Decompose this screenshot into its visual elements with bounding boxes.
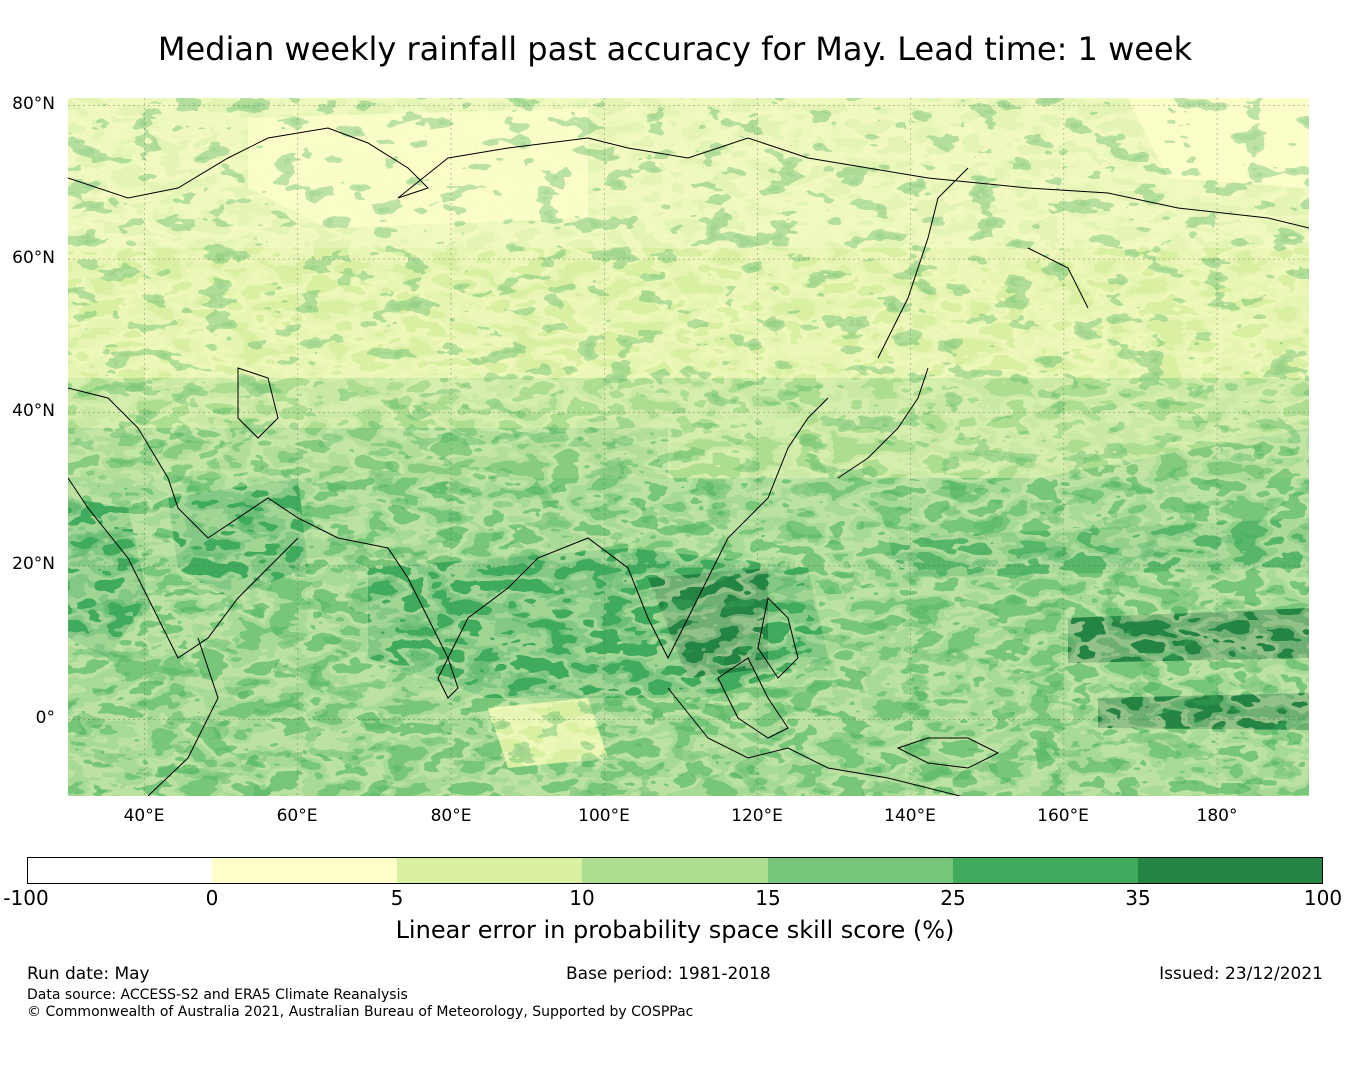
colorbar-segment	[1138, 857, 1323, 884]
colorbar-tick: 15	[755, 886, 781, 910]
run-date: Run date: May	[27, 964, 150, 984]
lon-tick-label: 120°E	[731, 806, 783, 826]
colorbar-tick: -100	[3, 886, 49, 910]
map-canvas	[68, 98, 1309, 796]
colorbar-segment	[953, 857, 1138, 884]
colorbar-tick: 35	[1125, 886, 1151, 910]
lon-tick-label: 100°E	[578, 806, 630, 826]
lat-tick-label: 40°N	[12, 401, 55, 421]
base-period: Base period: 1981-2018	[566, 964, 771, 984]
skill-score-map	[68, 98, 1309, 796]
colorbar-tick: 100	[1303, 886, 1343, 910]
map-title: Median weekly rainfall past accuracy for…	[157, 30, 1193, 68]
colorbar-tick: 25	[940, 886, 966, 910]
texture-dark	[68, 98, 1309, 796]
lon-tick-label: 160°E	[1037, 806, 1089, 826]
lon-tick-label: 180°	[1196, 806, 1238, 826]
colorbar-tick: 10	[569, 886, 595, 910]
lon-tick-label: 80°E	[430, 806, 472, 826]
lon-tick-label: 60°E	[276, 806, 318, 826]
lat-tick-label: 80°N	[12, 94, 55, 114]
lat-tick-label: 20°N	[12, 554, 55, 574]
lat-tick-label: 60°N	[12, 248, 55, 268]
colorbar-segment	[768, 857, 953, 884]
colorbar-tick: 0	[205, 886, 219, 910]
colorbar-label: Linear error in probability space skill …	[395, 916, 955, 944]
lat-tick-label: 0°	[35, 708, 55, 728]
coastlines	[68, 127, 1309, 796]
colorbar-segment	[212, 857, 397, 884]
gridlines	[68, 98, 1309, 796]
copyright: © Commonwealth of Australia 2021, Austra…	[27, 1004, 694, 1020]
colorbar-segment	[582, 857, 768, 884]
colorbar-segment	[27, 857, 212, 884]
lon-tick-label: 140°E	[884, 806, 936, 826]
colorbar-tick: 5	[390, 886, 404, 910]
colorbar-segment	[397, 857, 582, 884]
issued-date: Issued: 23/12/2021	[1159, 964, 1323, 984]
lon-tick-label: 40°E	[123, 806, 165, 826]
colorbar	[27, 857, 1323, 884]
data-source: Data source: ACCESS-S2 and ERA5 Climate …	[27, 987, 408, 1003]
